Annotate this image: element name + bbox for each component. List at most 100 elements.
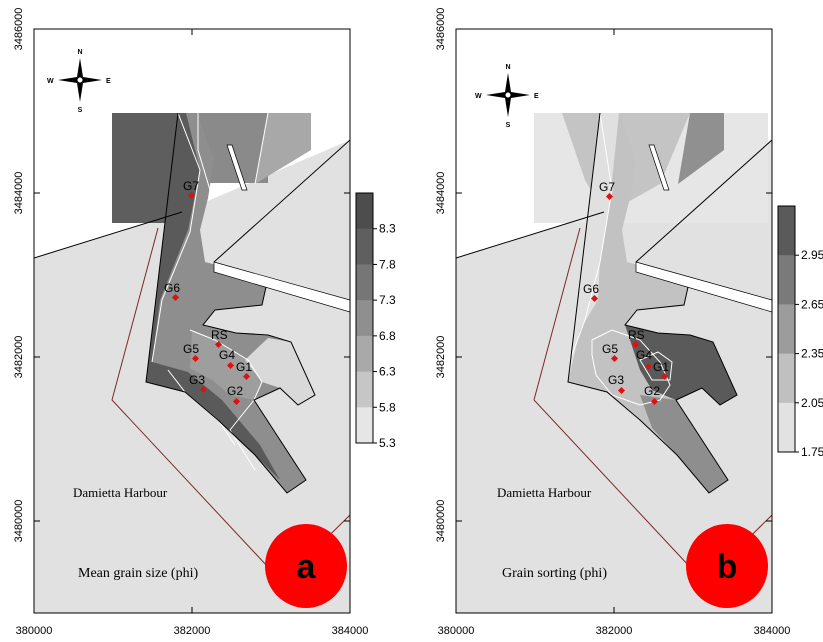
colorbar-label: 5.8 <box>379 400 396 414</box>
y-tick-label: 3480000 <box>13 500 25 543</box>
station-label: G1 <box>236 360 252 374</box>
panel-badge-label: b <box>717 548 738 586</box>
colorbar-segment <box>356 228 373 265</box>
channel-inner-dark <box>146 113 280 480</box>
station-g4: G4 <box>219 348 235 370</box>
station-label: G6 <box>164 281 180 295</box>
colorbar-label: 2.35 <box>801 347 823 361</box>
station-g3: G3 <box>608 373 626 395</box>
y-tick-label: 3480000 <box>435 500 447 543</box>
sample-stations: G7 G6 RS G5 G4 G1 G3 G2 <box>164 179 252 406</box>
colorbar-frame <box>777 205 796 453</box>
compass-e: E <box>106 78 111 85</box>
colorbar-label: 8.3 <box>379 222 396 236</box>
coastline <box>34 211 183 259</box>
x-tick-label: 382000 <box>596 625 633 637</box>
station-label: G7 <box>599 180 615 194</box>
sample-stations: G7 G6 RS G5 G4 G1 G3 G2 <box>583 180 669 406</box>
station-label: G5 <box>602 342 618 356</box>
compass-e: E <box>534 93 539 100</box>
colorbar-segment <box>778 353 795 404</box>
station-g1: G1 <box>653 360 669 381</box>
station-label: G2 <box>227 384 243 398</box>
colorbar-label: 7.3 <box>379 293 396 307</box>
colorbar-label: 6.3 <box>379 365 396 379</box>
contour-line <box>189 329 263 471</box>
channel-inner-mid <box>190 330 262 400</box>
y-tick-label: 3486000 <box>13 8 25 51</box>
compass-rose-icon: N S E W <box>475 64 539 129</box>
contour-line <box>639 351 673 381</box>
coastline <box>456 211 605 259</box>
station-label: G4 <box>636 348 652 362</box>
panel-b: 380000 382000 384000 3486000 3484000 348… <box>435 8 823 637</box>
contour-line <box>591 329 671 406</box>
colorbar-segment <box>356 300 373 337</box>
colorbar-segment <box>356 193 373 230</box>
breakwater <box>226 144 248 191</box>
compass-w: W <box>475 93 482 100</box>
station-g3: G3 <box>189 373 208 394</box>
station-g1: G1 <box>236 360 252 381</box>
station-label: G7 <box>183 179 199 193</box>
harbour-outline <box>145 112 316 494</box>
compass-n: N <box>77 49 82 56</box>
colorbar: 8.3 7.8 7.3 6.8 6.3 5.8 5.3 <box>355 192 396 450</box>
y-tick-label: 3484000 <box>13 172 25 215</box>
colorbar-label: 2.05 <box>801 396 823 410</box>
coastline <box>635 139 772 263</box>
colorbar-label: 7.8 <box>379 257 396 271</box>
compass-s: S <box>506 122 511 129</box>
colorbar-segment <box>778 304 795 355</box>
station-g2: G2 <box>644 384 660 406</box>
colorbar-segment <box>356 335 373 373</box>
harbour-channel <box>568 113 737 493</box>
colorbar-label: 2.95 <box>801 248 823 262</box>
contour-line <box>151 112 201 363</box>
station-g2: G2 <box>227 384 243 406</box>
colorbar-frame <box>355 192 374 444</box>
station-label: RS <box>628 328 645 342</box>
harbour-label: Damietta Harbour <box>73 485 168 500</box>
station-g5: G5 <box>183 342 199 363</box>
x-tick-label: 380000 <box>16 625 53 637</box>
station-label: G5 <box>183 342 199 356</box>
colorbar-label: 2.65 <box>801 297 823 311</box>
coastline <box>213 139 350 263</box>
colorbar-segment <box>356 264 373 301</box>
panel-badge: a <box>265 524 347 608</box>
contour-line <box>569 112 613 361</box>
map-caption: Grain sorting (phi) <box>502 566 607 581</box>
panel-badge: b <box>686 524 768 608</box>
y-tick-label: 3486000 <box>435 8 447 51</box>
channel-inner-light <box>245 338 315 405</box>
x-tick-label: 382000 <box>174 625 211 637</box>
x-tick-label: 384000 <box>754 625 791 637</box>
contour-zone-dark <box>678 113 724 184</box>
breakwater <box>635 261 772 313</box>
map-caption: Mean grain size (phi) <box>78 566 198 581</box>
colorbar-segment <box>778 255 795 305</box>
station-label: G6 <box>583 282 599 296</box>
colorbar-segment <box>356 407 373 444</box>
contour-zone-dark <box>625 325 737 405</box>
compass-n: N <box>505 64 510 71</box>
station-rs: RS <box>628 328 645 349</box>
panel-a: 380000 382000 384000 3486000 3484000 348… <box>13 8 396 637</box>
station-g6: G6 <box>583 282 599 303</box>
y-tick-label: 3484000 <box>435 172 447 215</box>
colorbar-label: 5.3 <box>379 436 396 450</box>
x-tick-label: 384000 <box>332 625 369 637</box>
colorbar: 2.95 2.65 2.35 2.05 1.75 <box>777 205 823 459</box>
station-label: G2 <box>644 384 660 398</box>
station-label: G1 <box>653 360 669 374</box>
station-g5: G5 <box>602 342 618 363</box>
y-tick-label: 3482000 <box>435 336 447 379</box>
contour-zone-light <box>255 113 311 184</box>
station-g7: G7 <box>599 180 615 201</box>
station-label: RS <box>211 328 228 342</box>
station-rs: RS <box>211 328 228 349</box>
harbour-outline <box>567 112 738 494</box>
colorbar-segment <box>778 402 795 453</box>
